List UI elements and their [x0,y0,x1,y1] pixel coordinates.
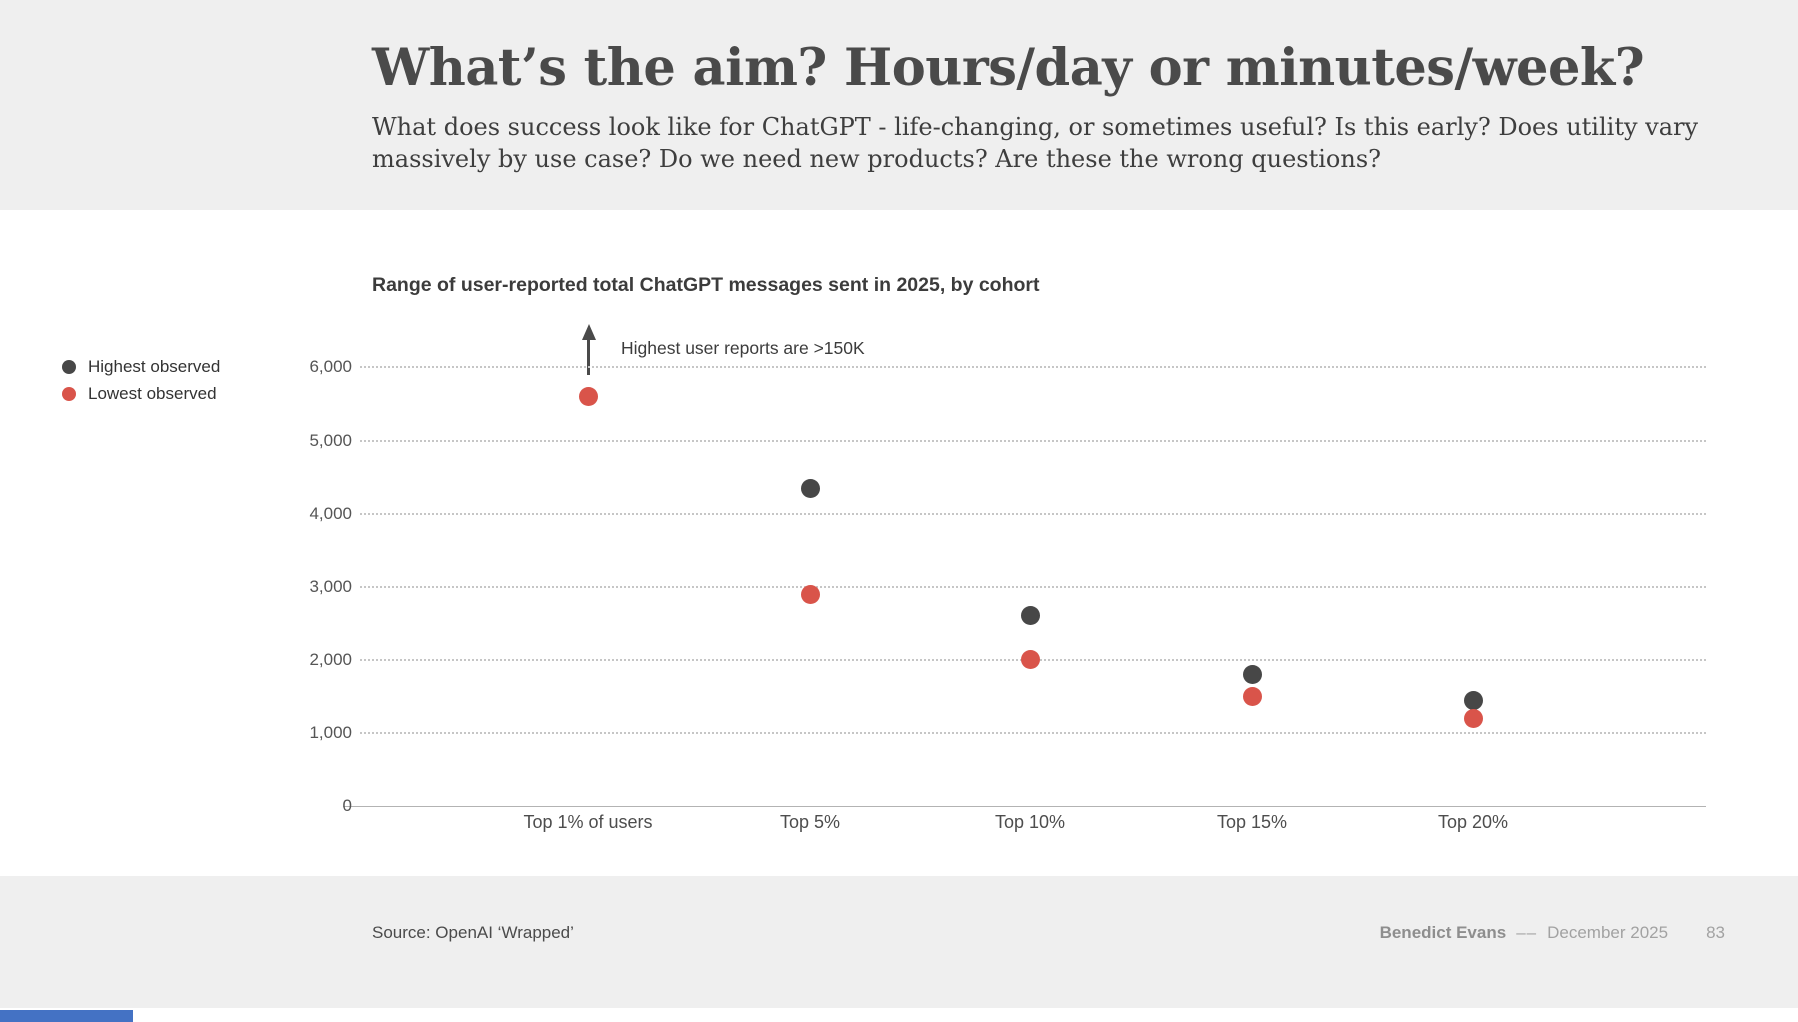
footer-separator: –– [1516,923,1538,942]
page-title: What’s the aim? Hours/day or minutes/wee… [372,38,1645,98]
footer-band [0,876,1798,1008]
gridline [360,366,1706,369]
source-note: Source: OpenAI ‘Wrapped’ [372,923,574,942]
deck-progress-bar [0,1010,133,1022]
y-tick-label: 6,000 [309,357,352,377]
gridline [360,439,1706,442]
page-subtitle: What does success look like for ChatGPT … [372,113,1699,173]
gridline [360,512,1706,515]
page-number: 83 [1706,923,1725,942]
y-tick-label: 5,000 [309,430,352,450]
x-tick-label: Top 10% [994,812,1066,832]
arrow-shaft [587,338,590,375]
header-band [0,0,1798,210]
y-tick-label: 3,000 [309,576,352,596]
data-point-highest [1463,690,1483,710]
annotation-arrow-icon [581,324,596,375]
x-tick-label: Top 20% [1437,812,1509,832]
legend-item: Lowest observed [62,384,220,404]
chart-legend: Highest observed Lowest observed [62,357,220,411]
x-tick-label: Top 15% [1216,812,1288,832]
y-tick-label: 1,000 [309,722,352,742]
footer-credit: Benedict Evans –– December 2025 83 [1380,923,1725,943]
data-point-lowest [1020,650,1040,670]
y-tick-label: 0 [342,796,352,815]
gridline [360,585,1706,588]
x-tick-label: Top 5% [779,812,841,832]
data-point-lowest [578,387,598,407]
data-point-highest [1242,664,1262,684]
legend-label: Lowest observed [88,384,217,403]
legend-label: Highest observed [88,357,221,376]
y-tick-label: 4,000 [309,503,352,523]
data-point-highest [800,478,820,498]
x-tick-label: Top 1% of users [523,812,653,832]
arrow-head-icon [581,324,596,340]
legend-item: Highest observed [62,357,220,377]
footer-author: Benedict Evans [1379,923,1507,942]
legend-swatch-icon [62,387,76,401]
chart-title: Range of user-reported total ChatGPT mes… [372,274,1040,296]
footer-date: December 2025 [1547,923,1669,942]
data-point-lowest [1463,708,1483,728]
legend-swatch-icon [62,360,76,374]
x-axis-line [343,806,1706,807]
data-point-highest [1020,606,1040,626]
data-point-lowest [800,584,820,604]
gridline [360,731,1706,734]
annotation-text: Highest user reports are >150K [621,338,865,358]
y-tick-label: 2,000 [309,649,352,669]
data-point-lowest [1242,686,1262,706]
